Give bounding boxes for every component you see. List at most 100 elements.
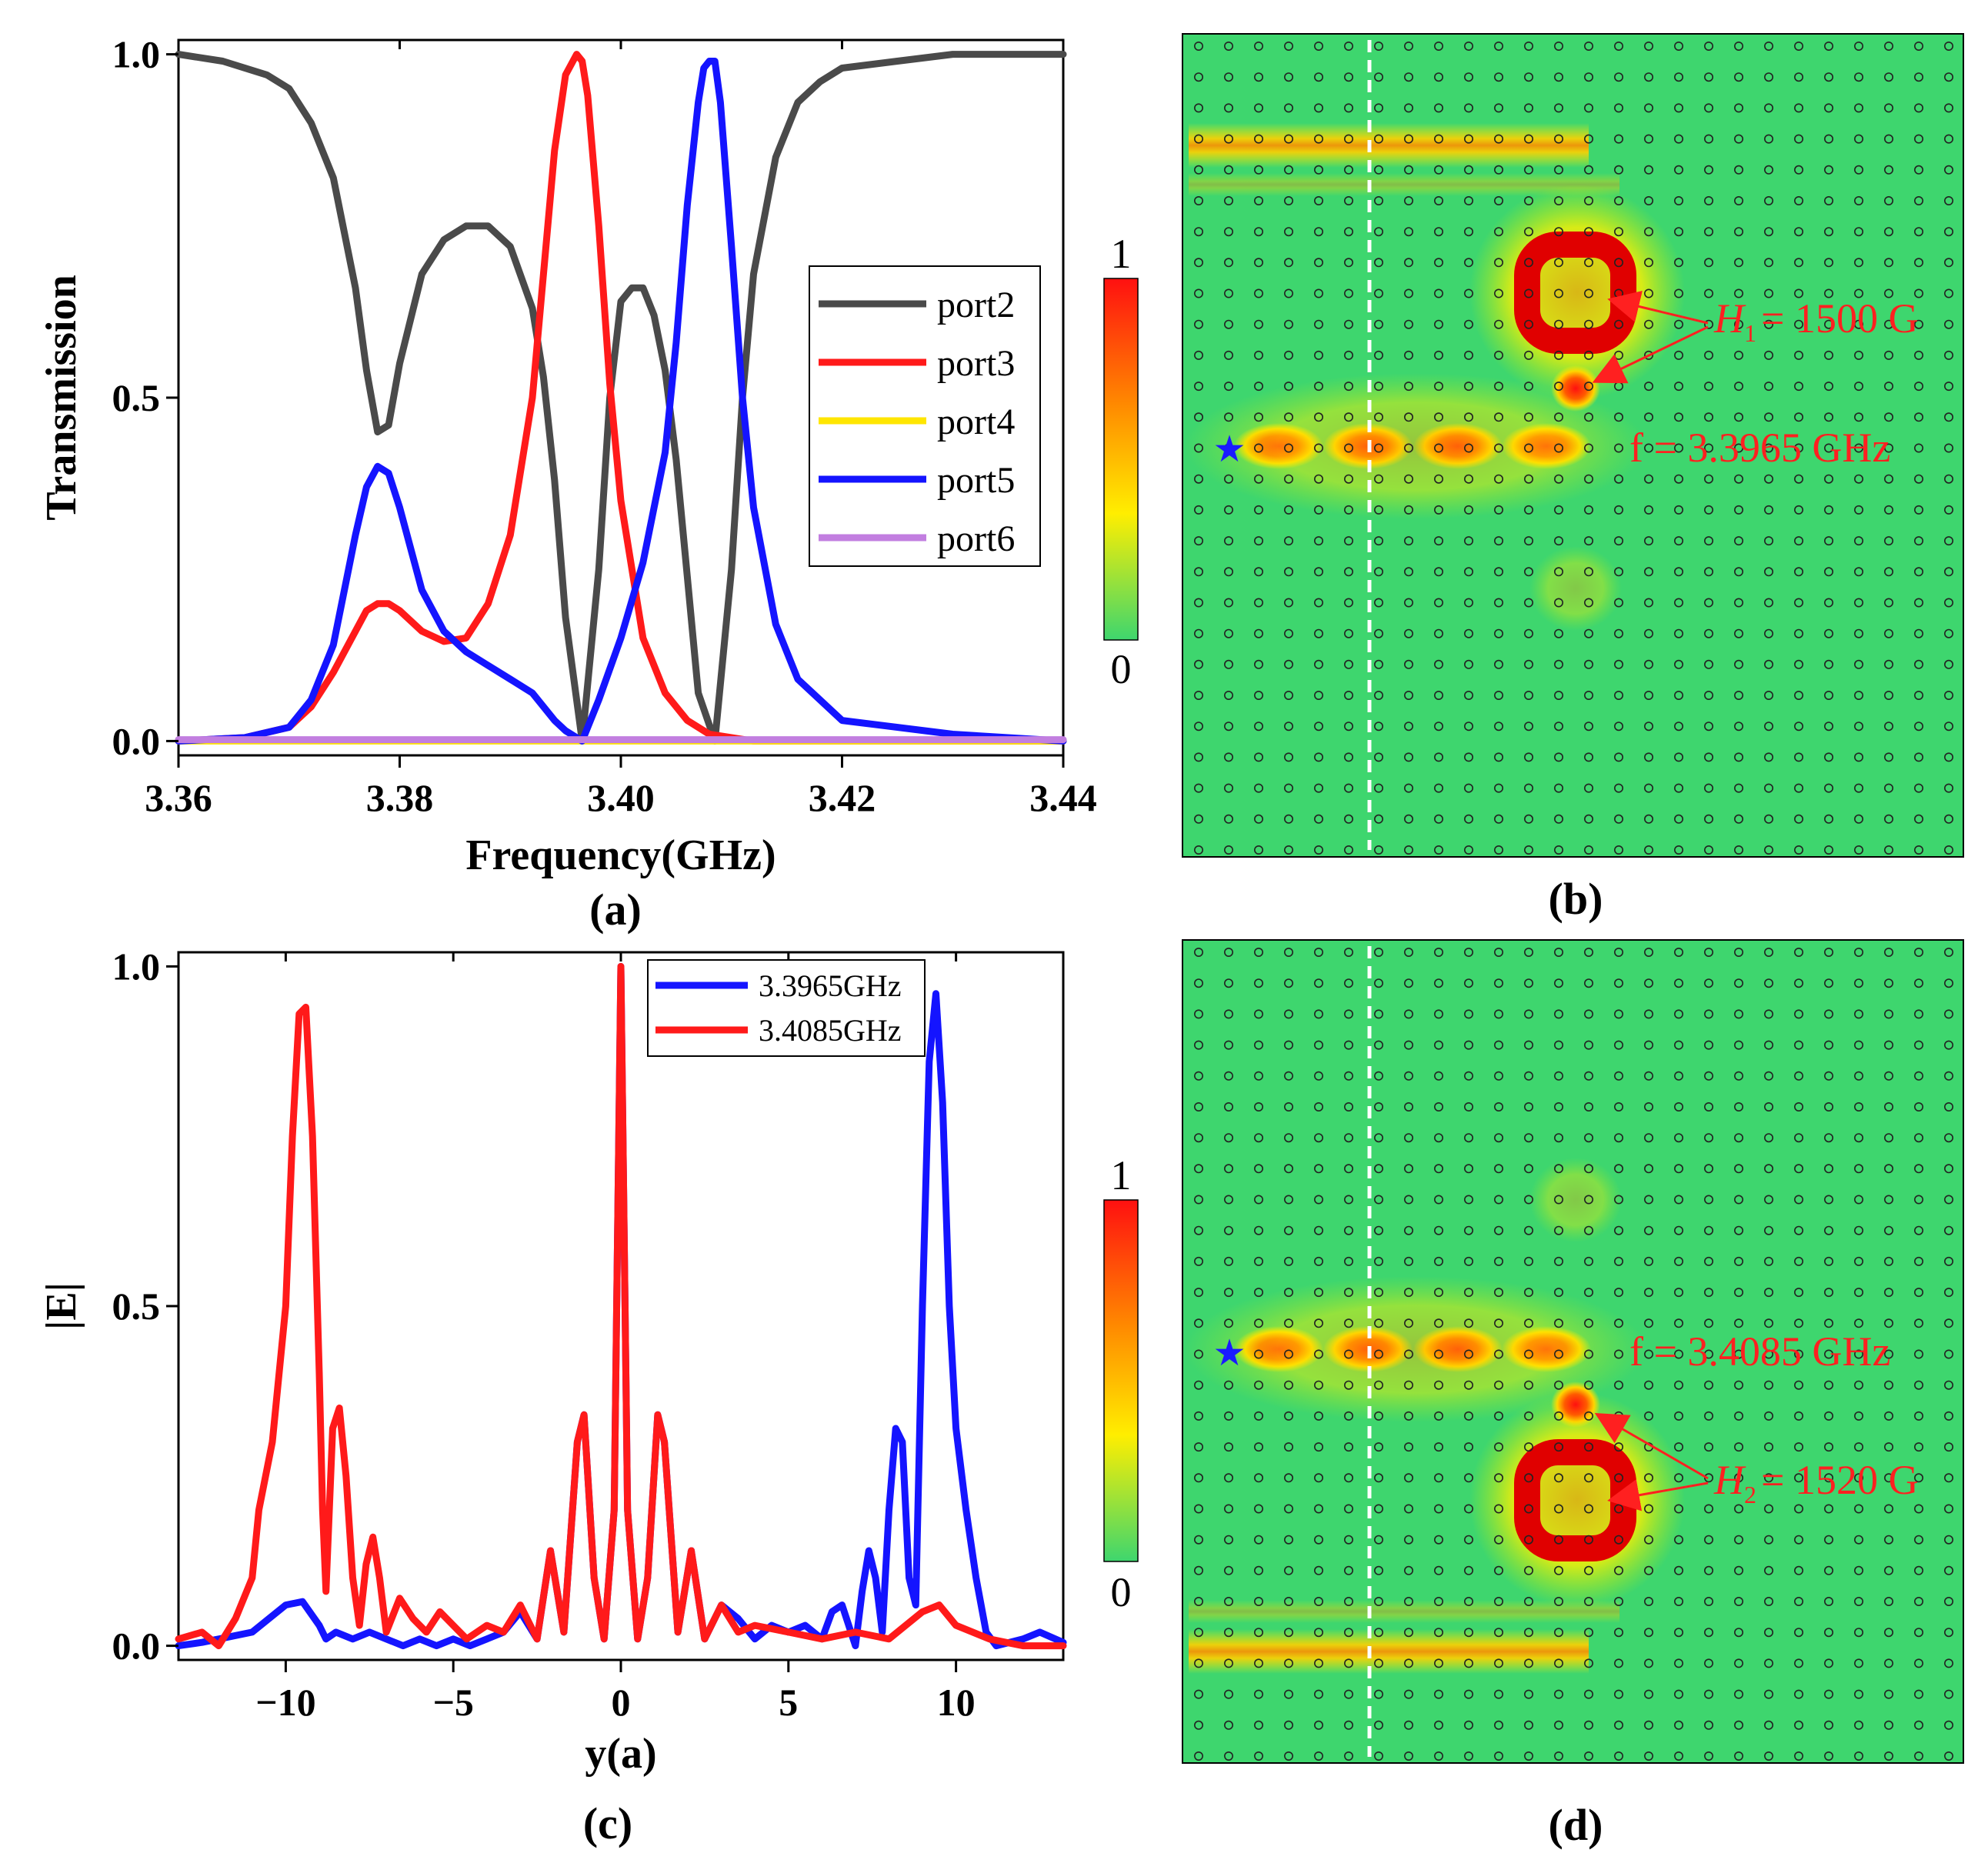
rod	[1644, 978, 1654, 988]
rod	[1944, 103, 1954, 113]
rod	[1824, 505, 1834, 515]
rod	[1524, 752, 1534, 762]
panel-c: −10 −5 0 5 10 0.0 0.5 1.0 y(a) |E| (c) 3.3965GH…	[38, 945, 1067, 1848]
rod	[1494, 505, 1504, 515]
rod	[1254, 103, 1264, 113]
rod	[1854, 1164, 1864, 1174]
rod	[1494, 72, 1504, 82]
rod	[1224, 1349, 1234, 1359]
rod	[1494, 722, 1504, 732]
rod	[1704, 227, 1714, 237]
rod	[1374, 1380, 1384, 1390]
rod	[1194, 1535, 1204, 1545]
rod	[1404, 1071, 1414, 1081]
rod	[1854, 845, 1864, 855]
rod	[1254, 1751, 1264, 1761]
rod	[1524, 1751, 1534, 1761]
rod	[1224, 1380, 1234, 1390]
rod	[1374, 382, 1384, 392]
rod	[1734, 1380, 1744, 1390]
rod	[1764, 1040, 1774, 1050]
rod	[1854, 1689, 1864, 1699]
rod	[1224, 1689, 1234, 1699]
rod	[1194, 690, 1204, 700]
rod	[1704, 1380, 1714, 1390]
panel-label-c: (c)	[583, 1798, 632, 1848]
rod	[1584, 103, 1594, 113]
rod	[1584, 227, 1594, 237]
rod	[1674, 1256, 1684, 1266]
rod	[1494, 814, 1504, 824]
rod	[1464, 1751, 1474, 1761]
rod	[1374, 1256, 1384, 1266]
rod	[1434, 165, 1444, 175]
rod	[1344, 227, 1354, 237]
rod	[1434, 1133, 1444, 1143]
rod	[1374, 1009, 1384, 1019]
rod	[1524, 1411, 1534, 1421]
rod	[1464, 1442, 1474, 1452]
rod	[1674, 103, 1684, 113]
freq-label-d: f = 3.4085 GHz	[1629, 1328, 1890, 1375]
rod	[1254, 1256, 1264, 1266]
rod	[1344, 72, 1354, 82]
rod	[1644, 382, 1654, 392]
rod	[1734, 1318, 1744, 1328]
rod	[1284, 690, 1294, 700]
rod	[1314, 845, 1324, 855]
rod	[1824, 978, 1834, 988]
rod	[1944, 1380, 1954, 1390]
rod	[1254, 1411, 1264, 1421]
rod	[1884, 783, 1894, 793]
legend-box-a	[809, 265, 1041, 567]
rod	[1524, 1102, 1534, 1112]
rod	[1854, 1535, 1864, 1545]
rod	[1644, 1473, 1654, 1483]
rod	[1284, 258, 1294, 268]
rod	[1284, 598, 1294, 608]
rod	[1944, 382, 1954, 392]
rod	[1734, 443, 1744, 453]
rod	[1734, 41, 1744, 51]
rod	[1524, 103, 1534, 113]
rod	[1464, 1133, 1474, 1143]
rod	[1884, 103, 1894, 113]
rod	[1794, 134, 1804, 144]
rod	[1704, 443, 1714, 453]
rod	[1764, 1442, 1774, 1452]
rod	[1614, 1318, 1624, 1328]
rod	[1524, 845, 1534, 855]
rod	[1854, 165, 1864, 175]
rod	[1884, 1628, 1894, 1638]
x-tick-label: 3.40	[587, 776, 655, 819]
rod	[1494, 350, 1504, 360]
rod	[1314, 722, 1324, 732]
rod	[1734, 845, 1744, 855]
rod	[1464, 536, 1474, 546]
rod	[1464, 1628, 1474, 1638]
rod	[1344, 752, 1354, 762]
x-axis-label-c: y(a)	[585, 1730, 656, 1778]
rod	[1914, 103, 1924, 113]
rod	[1824, 474, 1834, 484]
rod	[1374, 1040, 1384, 1050]
rod	[1314, 1225, 1324, 1235]
rod	[1944, 598, 1954, 608]
rod	[1374, 443, 1384, 453]
rod	[1704, 690, 1714, 700]
rod	[1884, 1473, 1894, 1483]
rod	[1584, 1102, 1594, 1112]
rod	[1224, 382, 1234, 392]
source-star-d: ★	[1212, 1331, 1246, 1375]
rod	[1734, 1102, 1744, 1112]
rod	[1764, 814, 1774, 824]
rod	[1614, 41, 1624, 51]
rod	[1554, 567, 1564, 577]
rod	[1344, 978, 1354, 988]
colorbar-d-gradient	[1103, 1199, 1139, 1562]
rod	[1824, 1288, 1834, 1298]
rod	[1704, 722, 1714, 732]
colorbar-b-min: 0	[1111, 646, 1132, 692]
rod	[1554, 1133, 1564, 1143]
H-label-d: H2 = 1520 G	[1713, 1457, 1918, 1508]
